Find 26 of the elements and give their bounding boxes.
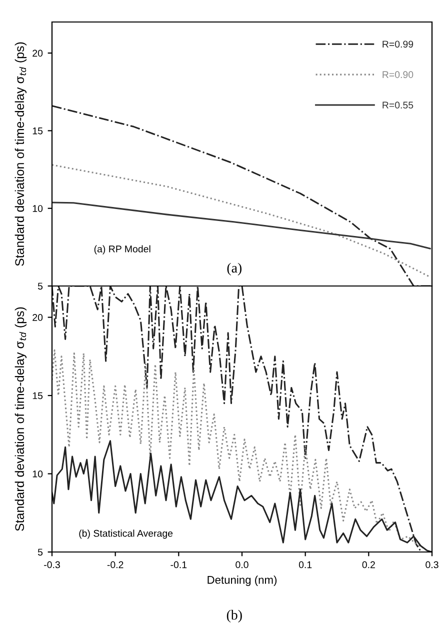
x-tick-label: 0.3: [426, 561, 438, 568]
text: (b): [226, 610, 242, 622]
text: R=0.55: [382, 102, 414, 109]
y-axis-title: Standard deviation of time-delay σ$_{td}$ (ps): [14, 42, 27, 266]
y-tick-label: 15: [32, 128, 43, 134]
text: R=0.99: [382, 40, 414, 48]
y-tick-label: 5: [38, 548, 43, 556]
annotation: (a): [227, 262, 242, 276]
x-tick-label: -0.1: [170, 561, 187, 568]
x-tick-label: 0.2: [362, 561, 375, 568]
y-tick-label: 20: [32, 314, 43, 321]
annotation: (b) Statistical Average: [79, 530, 173, 539]
y-tick-label: 10: [32, 470, 43, 478]
text: R=0.90: [382, 71, 414, 78]
x-axis-title: Detuning (nm): [208, 576, 277, 586]
y-tick-label: 5: [38, 282, 43, 290]
x-tick-label: 0.1: [298, 561, 312, 568]
y-tick-label: 20: [32, 50, 43, 57]
line-series: [52, 164, 431, 278]
x-tick-label: -0.3: [44, 561, 60, 568]
y-axis-title: Standard deviation of time-delay σ$_{td}$ (ps): [14, 307, 27, 531]
x-tick-label: 0.0: [236, 561, 248, 568]
y-tick-label: 10: [32, 205, 43, 212]
x-tick-label: -0.2: [107, 561, 124, 568]
y-tick-label: 15: [32, 392, 43, 400]
annotation: (a) RP Model: [94, 245, 150, 254]
